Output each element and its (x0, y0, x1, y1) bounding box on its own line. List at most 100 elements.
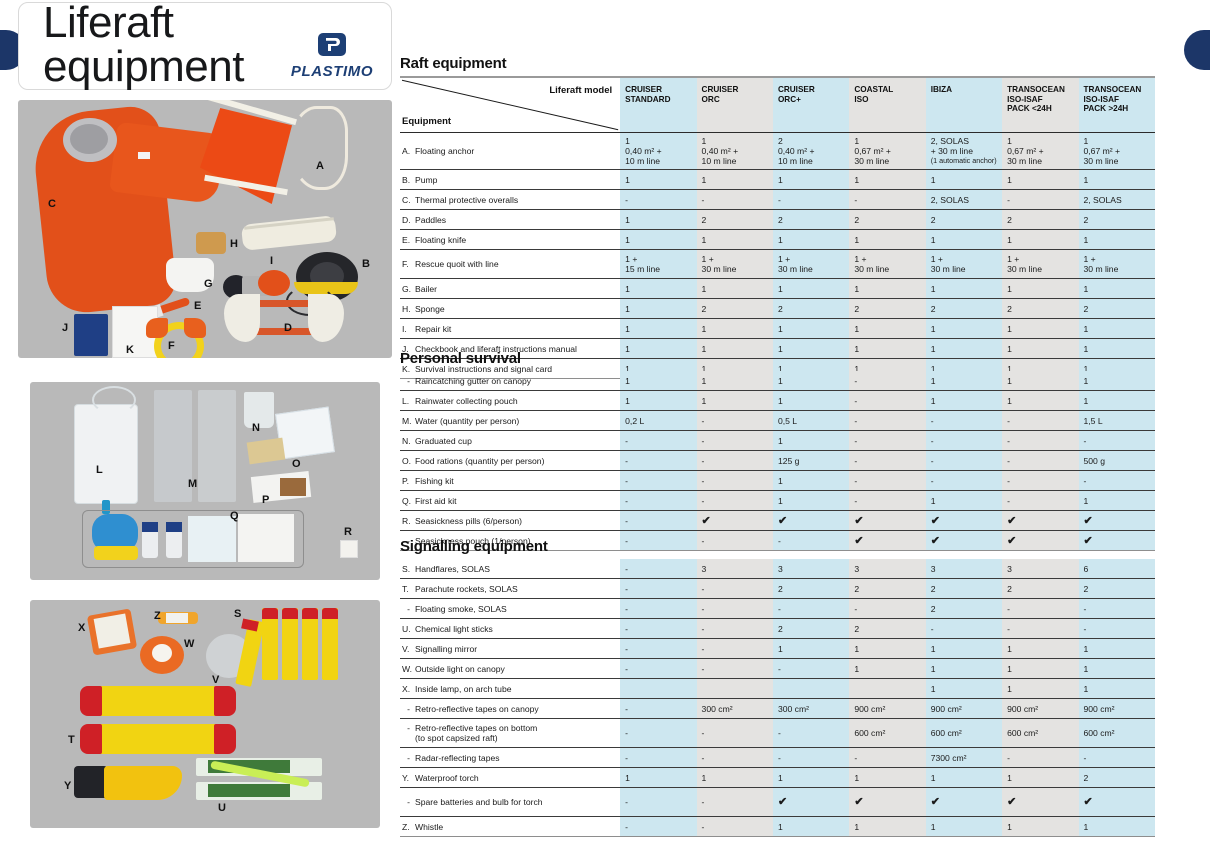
data-cell: 900 cm² (849, 698, 926, 719)
cell-line: - (854, 495, 858, 506)
data-cell: 1 (620, 169, 697, 190)
row-letter: T. (402, 583, 409, 594)
cell-line: 1 (930, 375, 936, 386)
column-header-7: TRANSOCEAN ISO-ISAF PACK >24H (1078, 76, 1155, 133)
cell-line: 1 (854, 363, 860, 374)
data-cell: 2 (1078, 767, 1155, 788)
cell-line: 1 (625, 234, 630, 245)
data-cell: - (696, 638, 773, 659)
data-cell: 2 (925, 578, 1003, 599)
data-cell: - (696, 787, 773, 817)
cell-line: 2 (1083, 772, 1089, 783)
data-cell (620, 678, 697, 699)
data-cell: 0,2 L (620, 410, 697, 431)
row-label-cell: B. Pump (400, 169, 621, 190)
data-cell: 1 (1078, 490, 1155, 511)
data-cell: - (1002, 618, 1079, 639)
cell-line: 30 m line (1083, 156, 1119, 166)
cell-line: 900 cm² (930, 703, 962, 714)
cell-line: 1 (854, 643, 860, 654)
row-label-cell: C. Thermal protective overalls (400, 189, 621, 210)
data-cell: - (620, 490, 697, 511)
data-cell: - (772, 598, 850, 619)
cell-line: - (1083, 623, 1087, 634)
data-cell: - (772, 530, 850, 551)
cell-line: 1 (777, 821, 783, 832)
data-cell: 1 (772, 338, 850, 359)
row-label-cell: A. Floating anchor (400, 132, 621, 170)
data-cell (772, 678, 850, 699)
row-label-text: Floating smoke, SOLAS (415, 603, 507, 614)
cell-line: - (1007, 752, 1010, 763)
data-cell: 1 +30 m line (696, 249, 773, 279)
data-cell: ✔ (849, 510, 926, 531)
cell-line: - (701, 435, 705, 446)
data-cell: ✔ (925, 530, 1003, 551)
cell-line: - (625, 583, 629, 594)
table-row: - Floating smoke, SOLAS - - - -2- - (400, 598, 1155, 619)
data-cell: - (1078, 747, 1155, 768)
row-letter: Y. (402, 772, 410, 783)
data-cell: 1 (772, 318, 850, 339)
cell-line: 1 (777, 234, 783, 245)
cell-line: - (777, 663, 781, 674)
cell-line: - (854, 752, 858, 763)
row-label-text: Waterproof torch (415, 772, 479, 783)
table-row: - Spare batteries and bulb for torch - - ✔ ✔ ✔… (400, 787, 1155, 817)
row-label-text: Chemical light sticks (415, 623, 493, 634)
data-cell: 1,5 L (1078, 410, 1155, 431)
cell-line: 1 (701, 395, 707, 406)
data-cell: - (772, 189, 850, 210)
photo-label-T: T (68, 734, 75, 746)
cell-line: 2 (777, 623, 783, 634)
data-cell: 1 (772, 490, 850, 511)
row-label-cell: - Spare batteries and bulb for torch (400, 787, 621, 817)
data-cell: - (772, 747, 850, 768)
row-label-text: Retro-reflective tapes on canopy (415, 703, 539, 714)
data-cell: 1 (1078, 390, 1155, 411)
table-row: I. Repair kit 1 1 1 1 1 1 1 (400, 318, 1155, 339)
cell-line: 30 m line (1007, 156, 1042, 166)
data-cell: 2 (925, 209, 1003, 230)
cell-line: 1 (930, 343, 936, 354)
cell-line: 1 (854, 821, 860, 832)
data-cell: - (620, 559, 697, 579)
cell-line: - (854, 475, 858, 486)
data-cell: - (925, 410, 1003, 431)
raft-equipment-photo: C A B H G I E J K F D (18, 100, 392, 358)
data-cell: 1 (925, 229, 1003, 250)
photo-label-U: U (218, 802, 226, 814)
cell-line: 1 (625, 772, 630, 783)
data-cell: - (1078, 598, 1155, 619)
cell-line: 1 (930, 772, 936, 783)
data-cell: - (1002, 189, 1079, 210)
cell-line: 2, SOLAS (1083, 194, 1122, 205)
data-cell: - (696, 450, 773, 471)
data-cell: 1 (620, 371, 697, 391)
data-cell: - (849, 747, 926, 768)
data-cell: - (925, 470, 1003, 491)
cell-line: 2 (777, 136, 783, 146)
cell-line: 1 + (625, 254, 638, 264)
data-cell: 1 (925, 678, 1003, 699)
cell-line: 1 + (701, 254, 714, 264)
data-cell: 1 (849, 338, 926, 359)
data-cell: 2 (925, 598, 1003, 619)
data-cell: 1 (620, 278, 697, 299)
cell-line: 3 (1007, 563, 1012, 574)
data-cell: - (620, 598, 697, 619)
cell-line: ✔ (777, 796, 788, 808)
row-label-cell: - Raincatching gutter on canopy (400, 371, 621, 391)
cell-line: 600 cm² (1007, 728, 1039, 738)
cell-line: - (854, 194, 858, 205)
cell-line: 1 (625, 363, 630, 374)
cell-line: ✔ (701, 514, 711, 527)
corner-diagonal-icon (401, 79, 619, 131)
data-cell: - (696, 470, 773, 491)
cell-line: 1 (777, 395, 783, 406)
row-letter: P. (402, 475, 410, 486)
cell-line: - (701, 643, 705, 654)
cell-line: 1 (625, 174, 630, 185)
section-3: Signalling equipment S. Handflares, SOLAS -… (400, 538, 1155, 837)
cell-line: 30 m line (701, 264, 737, 274)
